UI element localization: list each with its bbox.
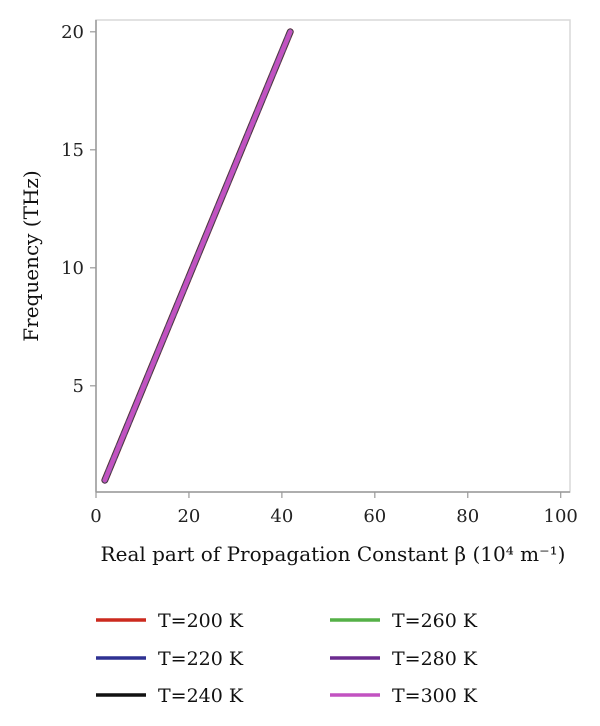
x-tick-label: 60 [363,506,386,527]
x-tick-label: 80 [456,506,479,527]
x-tick-label: 20 [177,506,200,527]
legend-label: T=300 K [392,685,478,707]
plot-frame [95,19,571,493]
x-tick-label: 100 [544,506,578,527]
x-tick-label: 40 [270,506,293,527]
y-axis-title: Frequency (THz) [19,170,43,341]
legend-label: T=220 K [158,648,244,670]
y-ticks: 5 10 15 20 [61,22,96,397]
y-tick-label: 5 [73,376,84,397]
y-tick-label: 10 [61,258,84,279]
series-line-t-300-k [102,29,293,483]
legend-label: T=240 K [158,685,244,707]
legend-label: T=280 K [392,648,478,670]
x-tick-label: 0 [90,506,101,527]
y-tick-label: 20 [61,22,84,43]
series-lines [101,28,294,484]
x-axis-title: Real part of Propagation Constant β (10⁴… [101,542,566,566]
legend: T=200 K T=220 K T=240 K T=260 K T=280 K T=300… [96,610,478,707]
y-tick-label: 15 [61,140,84,161]
legend-label: T=200 K [158,610,244,632]
x-ticks: 0 20 40 60 80 100 [90,492,578,527]
legend-label: T=260 K [392,610,478,632]
